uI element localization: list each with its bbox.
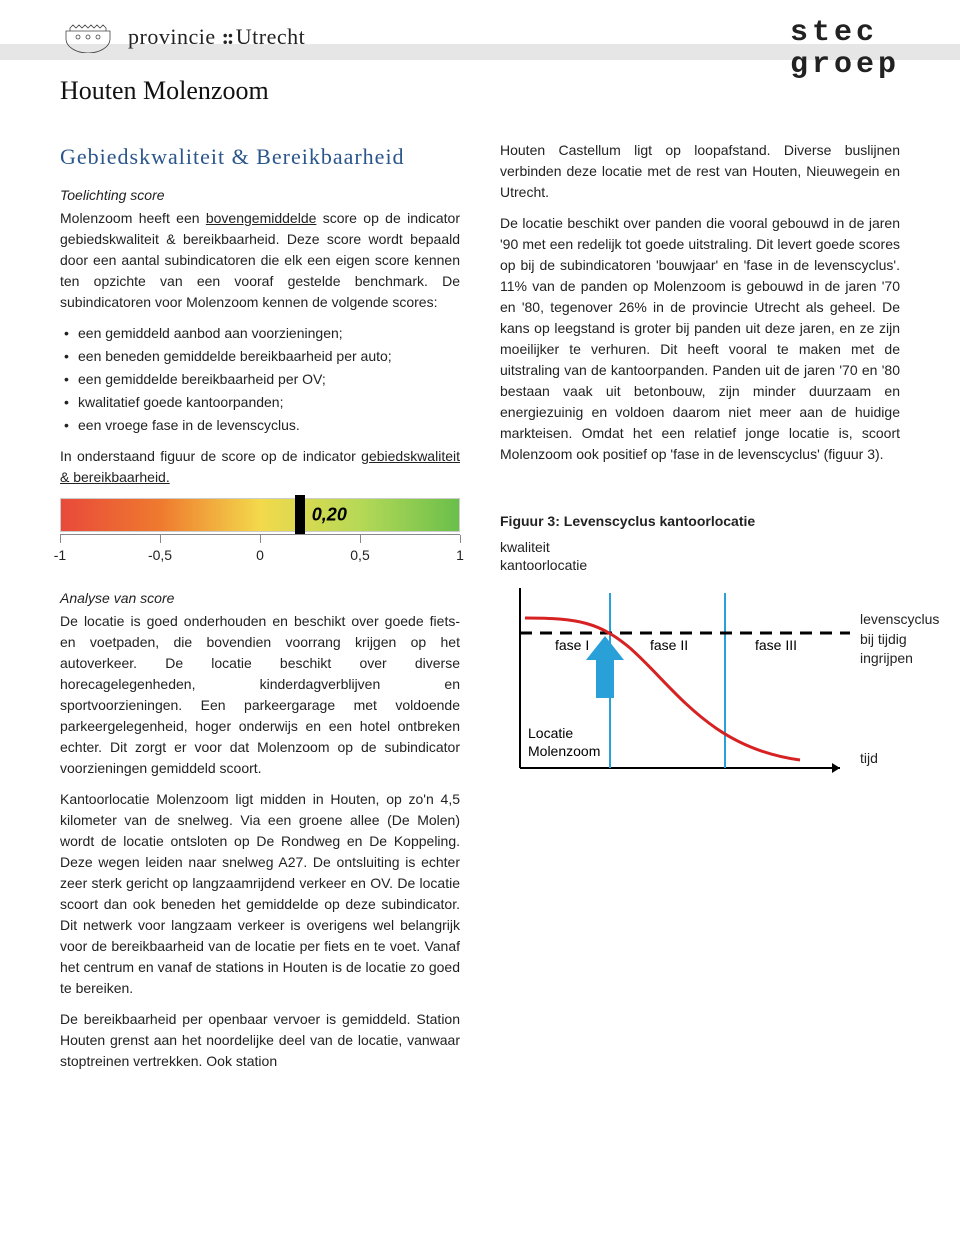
gauge-tick	[460, 535, 461, 543]
gauge-tick-label: 1	[456, 545, 464, 566]
list-item: een gemiddeld aanbod aan voorzieningen;	[60, 323, 460, 344]
para-analyse-1: De locatie is goed onderhouden en beschi…	[60, 611, 460, 779]
para-figure-intro: In onderstaand figuur de score op de ind…	[60, 446, 460, 488]
stec-line-1: stec	[790, 18, 900, 50]
list-item: een gemiddelde bereikbaarheid per OV;	[60, 369, 460, 390]
province-name: Utrecht	[236, 24, 305, 49]
gauge-tick-label: 0	[256, 545, 264, 566]
figure3-chart: kwaliteit kantoorlocatie fase I	[500, 538, 900, 818]
para-intro: Molenzoom heeft een bovengemiddelde scor…	[60, 208, 460, 313]
page-header: provincie :: Utrecht Houten Molenzoom st…	[0, 0, 960, 120]
section-title: Gebiedskwaliteit & Bereikbaarheid	[60, 140, 460, 173]
list-item: een vroege fase in de levenscyclus.	[60, 415, 460, 436]
phase2-label: fase II	[650, 637, 688, 653]
province-crest-icon	[60, 21, 116, 53]
subhead-analyse: Analyse van score	[60, 588, 460, 609]
para-right-2: De locatie beschikt over panden die voor…	[500, 213, 900, 465]
left-column: Gebiedskwaliteit & Bereikbaarheid Toelic…	[60, 140, 460, 1082]
gauge-bar: 0,20	[60, 498, 460, 532]
gauge-tick-label: -0,5	[148, 545, 172, 566]
phase3-label: fase III	[755, 637, 797, 653]
content-columns: Gebiedskwaliteit & Bereikbaarheid Toelic…	[0, 120, 960, 1082]
score-gauge: 0,20 -1-0,500,51	[60, 498, 460, 570]
gauge-tick	[360, 535, 361, 543]
gauge-tick-label: -1	[54, 545, 66, 566]
underline-bovengemiddelde: bovengemiddelde	[206, 210, 317, 226]
phase1-label: fase I	[555, 637, 589, 653]
figure3-caption: Figuur 3: Levenscyclus kantoorlocatie	[500, 511, 900, 532]
stec-line-2: groep	[790, 50, 900, 82]
province-dots-icon: ::	[222, 24, 236, 49]
para-analyse-2: Kantoorlocatie Molenzoom ligt midden in …	[60, 789, 460, 999]
para-analyse-3: De bereikbaarheid per openbaar vervoer i…	[60, 1009, 460, 1072]
location-title: Houten Molenzoom	[60, 71, 900, 110]
list-item: een beneden gemiddelde bereikbaarheid pe…	[60, 346, 460, 367]
para-right-1: Houten Castellum ligt op loopafstand. Di…	[500, 140, 900, 203]
figure3-ylabel: kwaliteit kantoorlocatie	[500, 538, 900, 574]
subindicator-list: een gemiddeld aanbod aan voorzieningen; …	[60, 323, 460, 436]
gauge-axis: -1-0,500,51	[60, 534, 460, 570]
figure3-svg: fase I fase II fase III Locatie Molenzoo…	[500, 578, 850, 798]
province-brand: provincie :: Utrecht	[128, 20, 305, 53]
gauge-tick-label: 0,5	[350, 545, 369, 566]
svg-text:Locatie: Locatie	[528, 725, 573, 741]
list-item: kwalitatief goede kantoorpanden;	[60, 392, 460, 413]
province-label: provincie	[128, 24, 216, 49]
gauge-tick	[60, 535, 61, 543]
figure3-x-label: tijd	[860, 748, 878, 769]
gauge-tick	[160, 535, 161, 543]
subhead-toelichting: Toelichting score	[60, 185, 460, 206]
stec-logo: stec groep	[790, 18, 900, 81]
figure3-side-label: levenscyclus bij tijdig ingrijpen	[860, 610, 939, 669]
right-column: Houten Castellum ligt op loopafstand. Di…	[500, 140, 900, 1082]
svg-text:Molenzoom: Molenzoom	[528, 743, 600, 759]
gauge-marker	[295, 495, 305, 535]
gauge-tick	[260, 535, 261, 543]
header-logo-row: provincie :: Utrecht	[60, 20, 900, 53]
gauge-value-label: 0,20	[312, 502, 347, 529]
